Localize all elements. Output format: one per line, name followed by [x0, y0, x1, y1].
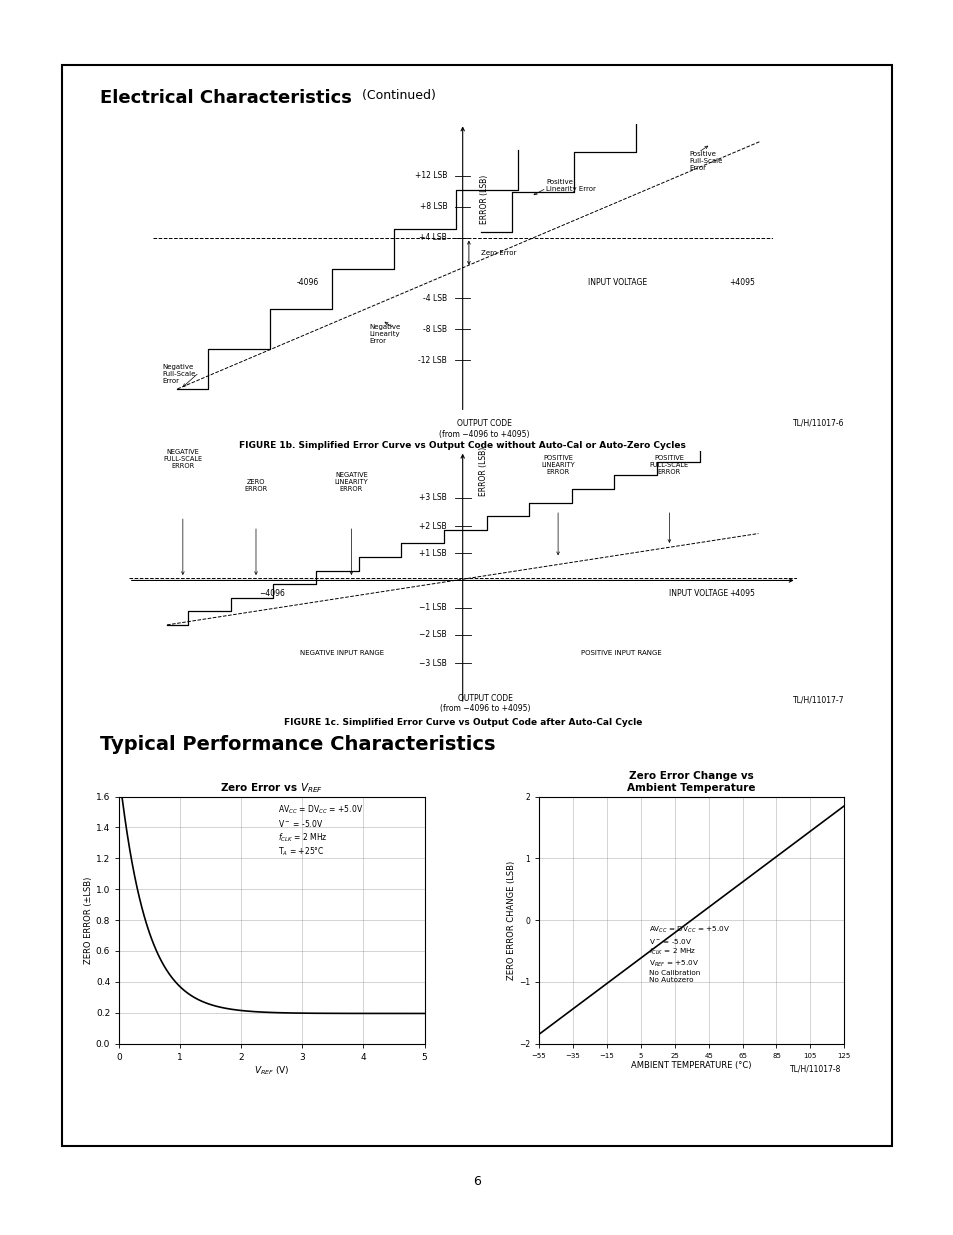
Text: +3 LSB: +3 LSB: [418, 493, 446, 503]
Text: +4095: +4095: [729, 589, 755, 598]
Text: +12 LSB: +12 LSB: [415, 172, 447, 180]
Y-axis label: ZERO ERROR CHANGE (LSB): ZERO ERROR CHANGE (LSB): [507, 861, 516, 979]
Text: Positive
Linearity Error: Positive Linearity Error: [546, 179, 596, 191]
Y-axis label: ZERO ERROR (±LSB): ZERO ERROR (±LSB): [84, 877, 93, 963]
Text: AV$_{CC}$ = DV$_{CC}$ = +5.0V
V$^-$ = -5.0V
$f_{CLK}$ = 2 MHz
V$_{REF}$ = +5.0V
: AV$_{CC}$ = DV$_{CC}$ = +5.0V V$^-$ = -5…: [648, 925, 729, 983]
Text: Negative
Full-Scale
Error: Negative Full-Scale Error: [162, 364, 195, 384]
Text: 6: 6: [473, 1176, 480, 1188]
Text: +8 LSB: +8 LSB: [419, 203, 447, 211]
Text: -4 LSB: -4 LSB: [422, 294, 447, 303]
Text: INPUT VOLTAGE: INPUT VOLTAGE: [588, 278, 646, 287]
Text: ZERO
ERROR: ZERO ERROR: [244, 478, 268, 492]
Text: −4096: −4096: [258, 589, 285, 598]
Text: Positive
Full-Scale
Error: Positive Full-Scale Error: [688, 151, 721, 170]
Text: POSITIVE
LINEARITY
ERROR: POSITIVE LINEARITY ERROR: [540, 456, 575, 475]
Text: TL/H/11017-8: TL/H/11017-8: [789, 1065, 841, 1073]
Text: +2 LSB: +2 LSB: [418, 521, 446, 531]
Text: INPUT VOLTAGE: INPUT VOLTAGE: [669, 589, 728, 598]
Text: -12 LSB: -12 LSB: [418, 356, 447, 364]
Text: OUTPUT CODE
(from −4096 to +4095): OUTPUT CODE (from −4096 to +4095): [439, 694, 530, 714]
Text: −2 LSB: −2 LSB: [418, 630, 446, 640]
Text: POSITIVE INPUT RANGE: POSITIVE INPUT RANGE: [580, 650, 661, 656]
Text: Negative
Linearity
Error: Negative Linearity Error: [370, 324, 400, 343]
Title: Zero Error Change vs
Ambient Temperature: Zero Error Change vs Ambient Temperature: [627, 772, 755, 793]
Text: Electrical Characteristics: Electrical Characteristics: [100, 89, 352, 107]
Text: −1 LSB: −1 LSB: [418, 603, 446, 613]
Text: OUTPUT CODE
(from −4096 to +4095): OUTPUT CODE (from −4096 to +4095): [438, 419, 529, 438]
Text: NEGATIVE
FULL-SCALE
ERROR: NEGATIVE FULL-SCALE ERROR: [163, 450, 202, 469]
Text: TL/H/11017-6: TL/H/11017-6: [792, 419, 843, 427]
Text: AV$_{CC}$ = DV$_{CC}$ = +5.0V
V$^-$ = -5.0V
$f_{CLK}$ = 2 MHz
T$_A$ = +25°C: AV$_{CC}$ = DV$_{CC}$ = +5.0V V$^-$ = -5…: [277, 804, 363, 858]
Title: Zero Error vs $\mathit{V}_{REF}$: Zero Error vs $\mathit{V}_{REF}$: [220, 781, 323, 795]
X-axis label: $\mathit{V}_{REF}$ (V): $\mathit{V}_{REF}$ (V): [253, 1065, 290, 1077]
Text: +1 LSB: +1 LSB: [418, 548, 446, 558]
Text: -8 LSB: -8 LSB: [423, 325, 447, 333]
Text: NEGATIVE
LINEARITY
ERROR: NEGATIVE LINEARITY ERROR: [335, 472, 368, 492]
Text: +4095: +4095: [728, 278, 754, 287]
Text: ERROR (LSB): ERROR (LSB): [479, 174, 488, 224]
Text: Zero Error: Zero Error: [481, 249, 517, 256]
Text: TL/H/11017-7: TL/H/11017-7: [792, 695, 843, 704]
X-axis label: AMBIENT TEMPERATURE (°C): AMBIENT TEMPERATURE (°C): [631, 1061, 751, 1071]
Text: POSITIVE
FULL-SCALE
ERROR: POSITIVE FULL-SCALE ERROR: [649, 456, 688, 475]
Text: NEGATIVE INPUT RANGE: NEGATIVE INPUT RANGE: [299, 650, 383, 656]
Text: −3 LSB: −3 LSB: [418, 658, 446, 668]
Text: ERROR (LSB): ERROR (LSB): [478, 447, 487, 496]
Text: -4096: -4096: [296, 278, 318, 287]
Text: FIGURE 1c. Simplified Error Curve vs Output Code after Auto-Cal Cycle: FIGURE 1c. Simplified Error Curve vs Out…: [283, 718, 641, 726]
Text: FIGURE 1b. Simplified Error Curve vs Output Code without Auto-Cal or Auto-Zero C: FIGURE 1b. Simplified Error Curve vs Out…: [239, 441, 685, 450]
Text: (Continued): (Continued): [357, 89, 436, 103]
Text: +4 LSB: +4 LSB: [419, 233, 447, 242]
Text: Typical Performance Characteristics: Typical Performance Characteristics: [100, 735, 496, 753]
